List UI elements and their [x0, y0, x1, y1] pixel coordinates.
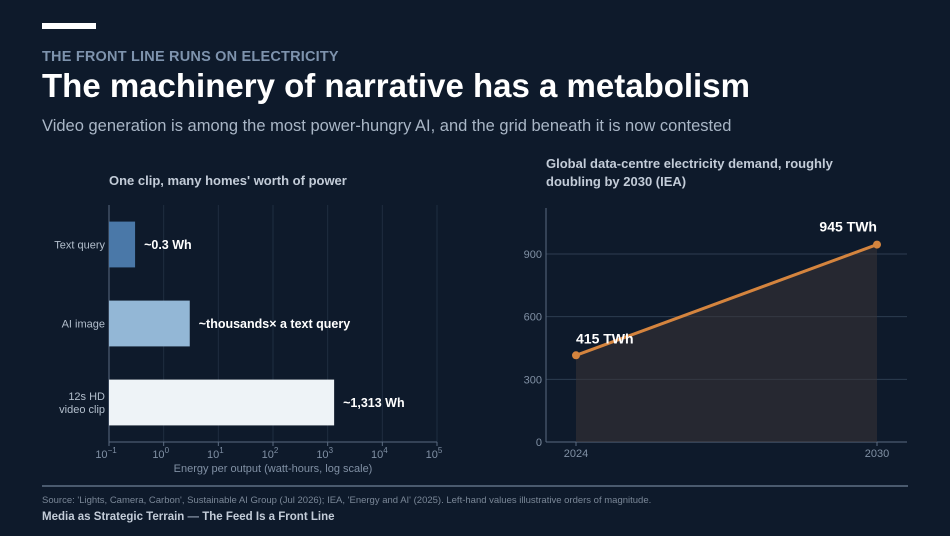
- series-line: [575, 243, 878, 357]
- episode-name: The Feed Is a Front Line: [202, 511, 335, 523]
- category-label: Text query: [54, 240, 105, 252]
- x-tick-label: 100: [152, 446, 169, 461]
- footer-divider: [42, 485, 908, 487]
- data-point: [572, 351, 580, 360]
- area-fill: [576, 244, 877, 442]
- point-data-label: 415 TWh: [576, 330, 634, 346]
- accent-bar: [42, 23, 96, 29]
- y-tick-label: 0: [536, 437, 542, 449]
- category-label: 12s HD: [68, 391, 105, 403]
- right-chart-title: Global data-centre electricity demand, r…: [546, 156, 833, 189]
- category-label: AI image: [62, 319, 105, 331]
- footer-separator: —: [187, 511, 200, 523]
- x-tick-label: 101: [207, 446, 224, 461]
- point-data-label: 945 TWh: [819, 219, 877, 235]
- x-tick-label: 102: [262, 446, 279, 461]
- kicker: THE FRONT LINE RUNS ON ELECTRICITY: [42, 49, 339, 65]
- bar-data-label: ~1,313 Wh: [343, 396, 405, 410]
- series-name: Media as Strategic Terrain: [42, 511, 185, 523]
- source-note: Source: 'Lights, Camera, Carbon', Sustai…: [42, 495, 652, 506]
- left-chart-title: One clip, many homes' worth of power: [109, 173, 347, 188]
- data-point: [873, 240, 881, 249]
- bar: [109, 300, 190, 347]
- x-tick-label: 103: [316, 446, 333, 461]
- page-title: The machinery of narrative has a metabol…: [42, 67, 750, 104]
- y-tick-label: 300: [524, 374, 542, 386]
- bar-data-label: ~thousands× a text query: [199, 317, 350, 331]
- y-tick-label: 900: [524, 249, 542, 261]
- x-tick-label: 2024: [564, 448, 588, 460]
- x-tick-label: 104: [371, 446, 388, 461]
- x-axis-label: Energy per output (watt-hours, log scale…: [174, 463, 373, 475]
- x-tick-label: 2030: [865, 448, 889, 460]
- page-subtitle: Video generation is among the most power…: [42, 117, 732, 135]
- category-label: video clip: [59, 404, 105, 416]
- footer-credit: Media as Strategic Terrain — The Feed Is…: [42, 511, 335, 523]
- bar: [109, 379, 335, 426]
- bar: [109, 221, 136, 268]
- x-tick-label: 105: [426, 446, 443, 461]
- bar-data-label: ~0.3 Wh: [144, 238, 192, 252]
- y-tick-label: 600: [524, 312, 542, 324]
- x-tick-label: 10−1: [95, 446, 117, 461]
